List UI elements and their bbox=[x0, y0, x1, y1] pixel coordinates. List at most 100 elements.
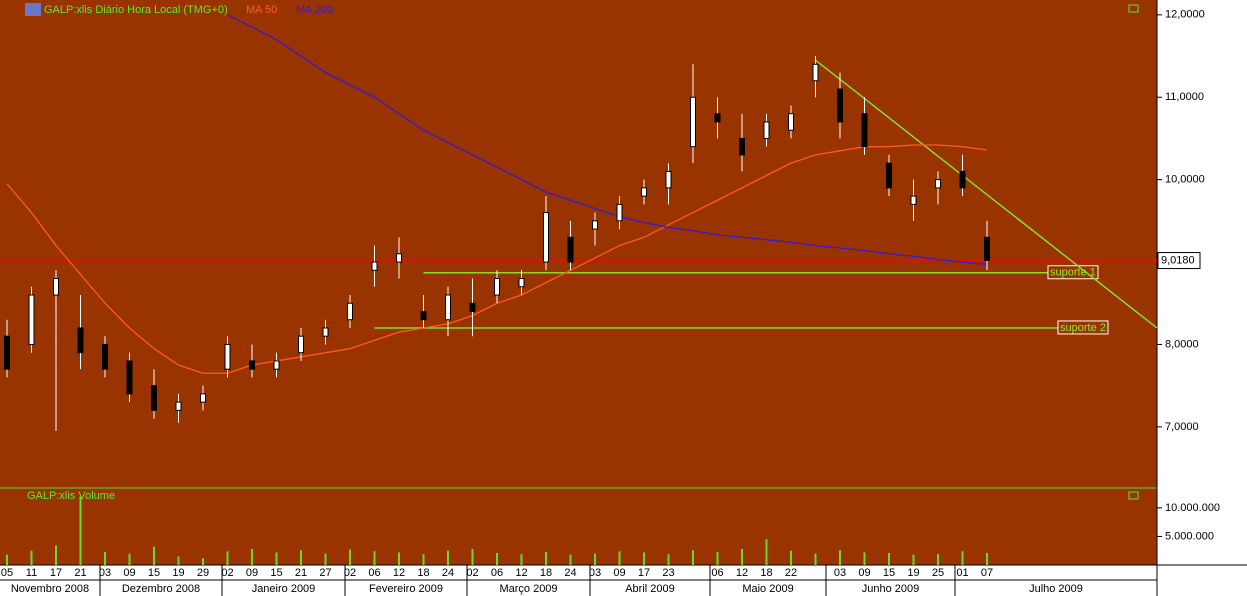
candle-body bbox=[641, 187, 647, 197]
x-tick-label: 02 bbox=[344, 567, 356, 579]
month-label: Junho 2009 bbox=[862, 583, 920, 595]
volume-bar bbox=[937, 554, 939, 565]
candle-body bbox=[4, 335, 10, 370]
volume-bar bbox=[496, 553, 498, 565]
volume-bar bbox=[471, 549, 474, 565]
volume-bar bbox=[888, 553, 890, 565]
candle-body bbox=[445, 294, 451, 321]
candle-body bbox=[396, 253, 402, 263]
candle-body bbox=[126, 360, 133, 395]
volume-bar bbox=[912, 554, 915, 565]
volume-bar bbox=[790, 550, 792, 565]
x-tick-label: 12 bbox=[736, 567, 748, 579]
month-label: Janeiro 2009 bbox=[252, 583, 316, 595]
support-box bbox=[1047, 265, 1099, 280]
x-tick-label: 22 bbox=[785, 567, 797, 579]
x-tick-label: 09 bbox=[613, 567, 625, 579]
candle-body bbox=[763, 121, 770, 139]
y-tick-label: 12,0000 bbox=[1165, 9, 1205, 21]
volume-bar bbox=[765, 539, 768, 565]
y-tick-label: 5.000.000 bbox=[1165, 530, 1214, 542]
x-tick-label: 09 bbox=[858, 567, 870, 579]
candle-body bbox=[420, 310, 427, 321]
volume-bar bbox=[716, 551, 719, 565]
candle-body bbox=[273, 360, 280, 370]
x-tick-label: 01 bbox=[956, 567, 968, 579]
x-tick-label: 18 bbox=[540, 567, 552, 579]
x-tick-label: 18 bbox=[760, 567, 772, 579]
volume-bar bbox=[373, 551, 376, 565]
volume-bar bbox=[275, 552, 278, 565]
ma-line bbox=[227, 14, 988, 266]
candle-body bbox=[102, 343, 108, 370]
volume-bar bbox=[398, 552, 400, 565]
candle-body bbox=[959, 170, 966, 189]
x-tick-label: 03 bbox=[99, 567, 111, 579]
legend-entry[interactable]: MA 50 bbox=[246, 4, 277, 16]
volume-bar bbox=[520, 554, 523, 565]
volume-bar bbox=[202, 558, 204, 565]
last-price-box bbox=[1157, 252, 1201, 270]
volume-bar bbox=[226, 551, 229, 565]
x-tick-label: 24 bbox=[564, 567, 576, 579]
x-tick-label: 06 bbox=[711, 567, 723, 579]
candle-body bbox=[812, 63, 819, 82]
volume-bar bbox=[692, 550, 694, 565]
volume-bar bbox=[300, 550, 302, 565]
x-tick-label: 06 bbox=[368, 567, 380, 579]
maximize-button[interactable] bbox=[1128, 491, 1139, 500]
candle-body bbox=[935, 179, 941, 189]
candle-body bbox=[175, 401, 182, 411]
volume-bar bbox=[863, 552, 866, 565]
volume-bar bbox=[128, 553, 131, 565]
x-tick-label: 19 bbox=[907, 567, 919, 579]
volume-bar bbox=[741, 549, 743, 565]
candle-body bbox=[200, 393, 206, 403]
x-tick-label: 24 bbox=[442, 567, 454, 579]
x-tick-label: 09 bbox=[123, 567, 135, 579]
x-tick-label: 15 bbox=[883, 567, 895, 579]
candle-body bbox=[28, 294, 35, 345]
x-tick-label: 12 bbox=[393, 567, 405, 579]
volume-bar bbox=[251, 549, 253, 565]
x-tick-label: 15 bbox=[270, 567, 282, 579]
candle-body bbox=[984, 236, 990, 261]
x-tick-label: 17 bbox=[638, 567, 650, 579]
volume-title: GALP:xlis Volume bbox=[27, 490, 115, 502]
candle-body bbox=[347, 302, 353, 321]
candle-body bbox=[910, 195, 917, 205]
month-label: Novembro 2008 bbox=[11, 583, 89, 595]
volume-bar bbox=[324, 553, 327, 565]
volume-bar bbox=[30, 550, 33, 565]
legend-entry[interactable]: MA 200 bbox=[296, 4, 333, 16]
maximize-button[interactable] bbox=[1128, 4, 1139, 13]
candle-body bbox=[53, 278, 59, 296]
y-tick-label: 7,0000 bbox=[1165, 421, 1199, 433]
ma-line bbox=[6, 144, 988, 374]
volume-bar bbox=[6, 554, 8, 565]
month-label: Fevereiro 2009 bbox=[369, 583, 443, 595]
trendline bbox=[815, 59, 1158, 329]
candle-body bbox=[592, 220, 598, 230]
x-tick-label: 18 bbox=[417, 567, 429, 579]
x-tick-label: 17 bbox=[50, 567, 62, 579]
support-box bbox=[1057, 320, 1109, 335]
candle-body bbox=[224, 343, 231, 370]
candle-body bbox=[322, 327, 329, 337]
candle-body bbox=[788, 113, 794, 131]
x-tick-label: 21 bbox=[74, 567, 86, 579]
candle-body bbox=[298, 335, 304, 354]
volume-bar bbox=[104, 551, 106, 565]
month-label: Março 2009 bbox=[499, 583, 557, 595]
candle-body bbox=[837, 88, 843, 123]
volume-bar bbox=[153, 546, 155, 565]
y-tick-label: 11,0000 bbox=[1165, 91, 1204, 103]
candle-body bbox=[886, 162, 892, 189]
x-tick-label: 02 bbox=[466, 567, 478, 579]
volume-bar bbox=[643, 552, 645, 565]
x-tick-label: 29 bbox=[197, 567, 209, 579]
x-tick-label: 05 bbox=[1, 567, 13, 579]
volume-bar bbox=[447, 550, 449, 565]
plot-background bbox=[0, 0, 1157, 565]
